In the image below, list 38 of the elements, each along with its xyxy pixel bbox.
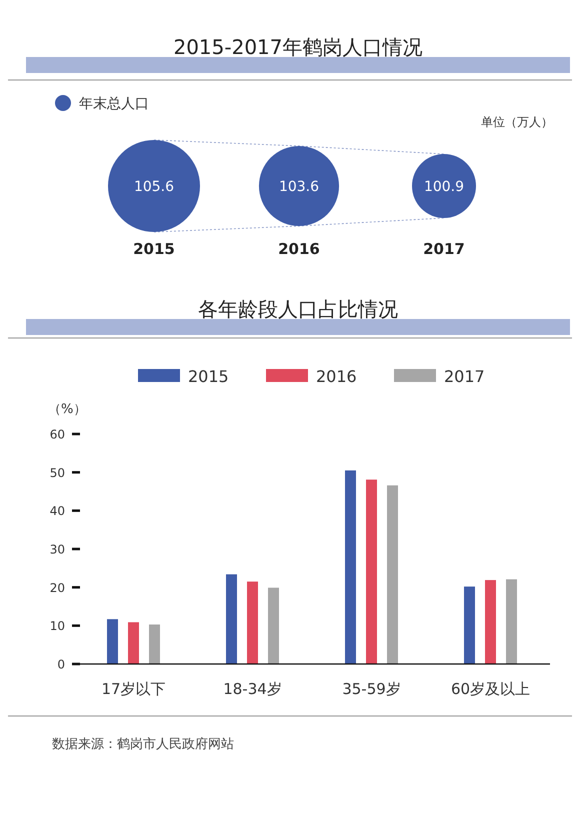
source-note: 数据来源：鹤岗市人民政府网站 — [52, 736, 234, 752]
y-tick-label: 0 — [57, 658, 65, 672]
x-tick-label: 17岁以下 — [101, 680, 166, 698]
y-axis-title: （%） — [48, 402, 86, 417]
legend-label: 2017 — [444, 367, 485, 386]
category-label: 2016 — [278, 240, 320, 258]
y-tick-label: 10 — [50, 619, 65, 634]
bar — [107, 619, 118, 664]
bar — [149, 624, 160, 664]
chart-title: 各年龄段人口占比情况 — [198, 297, 398, 321]
bar — [506, 579, 517, 664]
x-tick-label: 60岁及以上 — [450, 680, 530, 698]
y-tick-label: 20 — [50, 580, 65, 595]
y-tick-label: 50 — [50, 466, 65, 480]
text: 单位（万人） — [481, 115, 553, 129]
data-label: 100.9 — [424, 179, 464, 195]
category-label: 2015 — [133, 240, 175, 258]
data-label: 105.6 — [134, 179, 174, 195]
bar — [387, 485, 398, 664]
y-tick-label: 30 — [50, 542, 65, 556]
text: 2015-2017年鹤岗人口情况 — [173, 35, 423, 59]
bar — [485, 580, 496, 664]
bar — [366, 480, 377, 664]
x-tick-label: 35-59岁 — [342, 680, 401, 698]
bar — [345, 470, 356, 664]
y-tick-label: 60 — [50, 428, 65, 442]
data-label: 103.6 — [278, 179, 320, 195]
legend-label: 2015 — [188, 367, 229, 386]
bar — [247, 582, 258, 664]
bar — [464, 586, 475, 664]
x-tick-label: 18-34岁 — [223, 680, 282, 698]
bar — [268, 588, 279, 664]
y-tick-label: 40 — [50, 504, 65, 518]
category-label: 2017 — [423, 240, 465, 258]
legend-label: 年末总人口 — [79, 96, 149, 112]
bar — [226, 574, 237, 664]
legend-label: 2016 — [316, 367, 357, 386]
bar — [128, 622, 139, 664]
